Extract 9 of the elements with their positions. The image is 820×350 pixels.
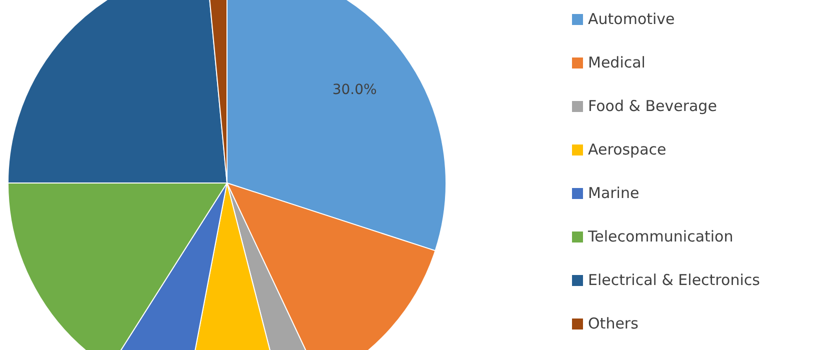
legend-label: Automotive [588, 10, 675, 28]
data-label: 30.0% [332, 82, 377, 98]
legend-label: Food & Beverage [588, 97, 717, 116]
legend-label: Others [588, 314, 639, 333]
legend-label: Aerospace [588, 140, 666, 159]
legend-label: Marine [588, 184, 640, 202]
legend-label: Medical [588, 54, 646, 72]
legend-label: Electrical & Electronics [588, 271, 760, 290]
legend-label: Telecommunication [587, 228, 734, 246]
